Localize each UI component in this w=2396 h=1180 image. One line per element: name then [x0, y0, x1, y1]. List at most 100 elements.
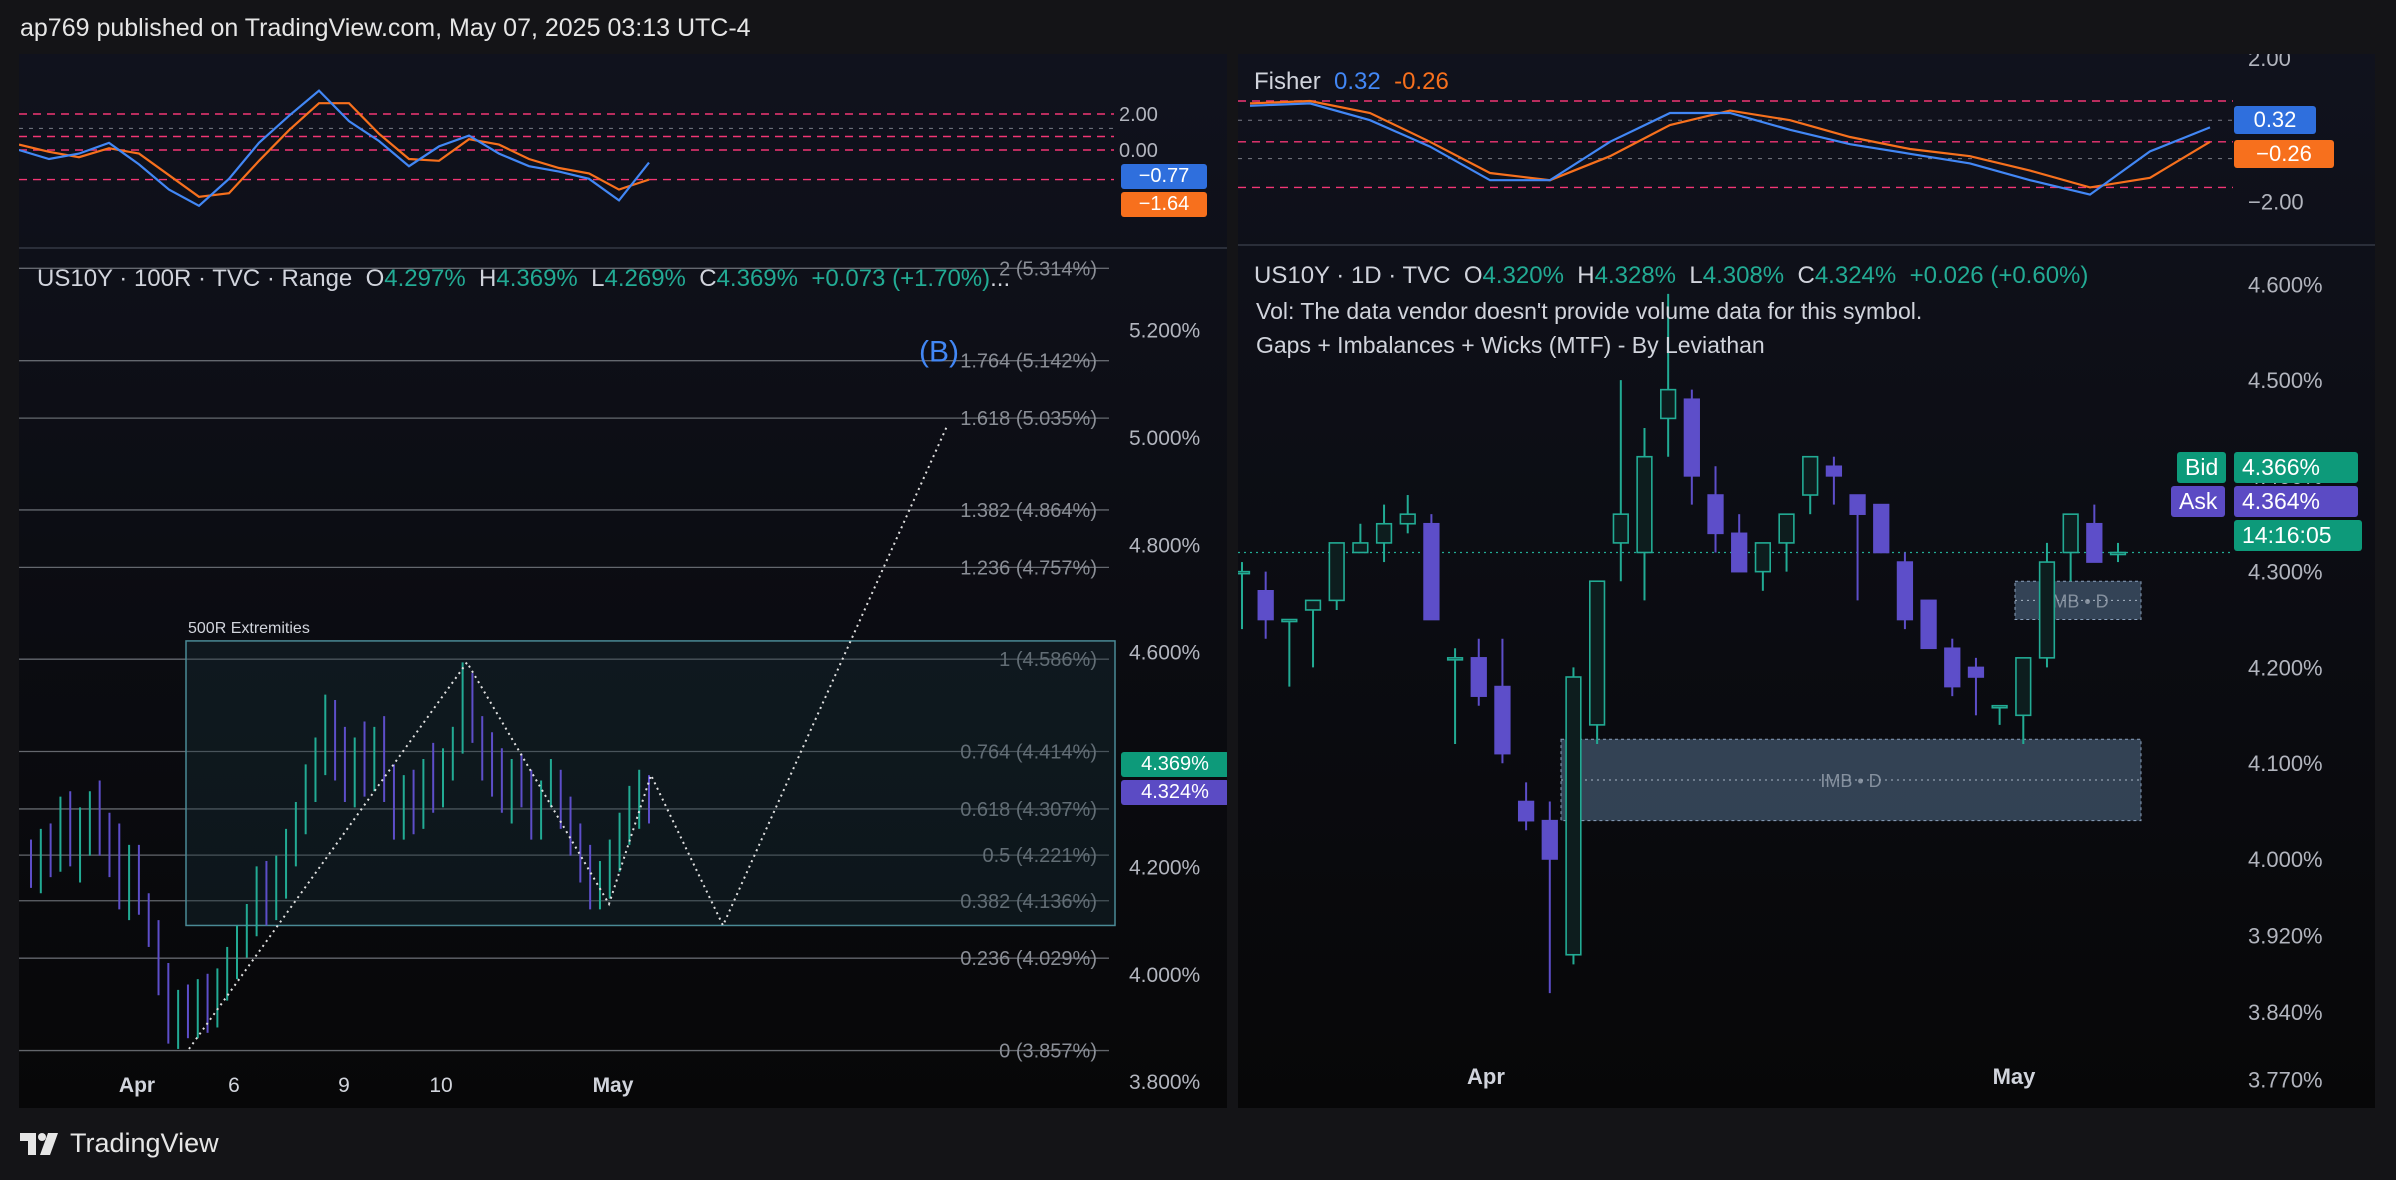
- candle-body: [1399, 513, 1416, 525]
- fib-level-label: 0.764 (4.414%): [960, 742, 1097, 764]
- candle-body: [1849, 494, 1866, 515]
- left-o-label: O: [365, 265, 385, 292]
- footer-brand[interactable]: TradingView: [20, 1128, 219, 1159]
- left-c-label: C: [699, 265, 717, 292]
- bid-label: Bid: [2177, 452, 2227, 483]
- candle-body: [1494, 685, 1511, 755]
- left-h-label: H: [479, 265, 497, 292]
- candle-body: [2109, 551, 2127, 556]
- right-high: 4.328%: [1594, 262, 1677, 289]
- candle-body: [1257, 589, 1274, 621]
- x-tick-label: Apr: [1467, 1064, 1505, 1089]
- x-tick-label: 9: [338, 1074, 350, 1097]
- indicator-name[interactable]: Gaps + Imbalances + Wicks (MTF) - By Lev…: [1256, 332, 1765, 358]
- left-l-label: L: [591, 265, 605, 292]
- right-close: 4.324%: [1814, 262, 1897, 289]
- imbalance-label: IMB • D: [1820, 771, 1881, 791]
- right-chart-panel[interactable]: 2.00 −2.00 Fisher 0.32 -0.26 0.32 −0.26 3…: [1238, 54, 2375, 1108]
- y-tick-label: 3.840%: [2248, 1000, 2323, 1025]
- fisher-trigger-line: [19, 102, 650, 198]
- ask-label: Ask: [2171, 486, 2226, 517]
- pattern-point-label: (B): [919, 336, 959, 369]
- extremities-label: 500R Extremities: [188, 620, 310, 637]
- left-change: +0.073 (+1.70%): [811, 265, 991, 292]
- left-last-price-tag: 4.369%: [1121, 752, 1227, 777]
- fib-level-label: 1.764 (5.142%): [960, 351, 1097, 373]
- candle-body: [1920, 599, 1937, 650]
- right-trigger-value-tag: −0.26: [2234, 140, 2334, 168]
- fisher-axis-label: 2.00: [1119, 104, 1158, 126]
- fib-level-label: 0.236 (4.029%): [960, 948, 1097, 970]
- right-change: +0.026 (+0.60%): [1909, 262, 2089, 289]
- candle-body: [1707, 494, 1724, 535]
- fib-level-label: 1.618 (5.035%): [960, 408, 1097, 430]
- fisher-axis-label: −2.00: [2248, 189, 2304, 214]
- candle-body: [1565, 676, 1582, 956]
- y-tick-label: 5.200%: [1129, 320, 1200, 343]
- left-chart-panel[interactable]: 2.00 0.00 −0.77 −1.64 3.800% 4.000% 4.200% 4…: [19, 54, 1227, 1108]
- legend-more[interactable]: ...: [990, 265, 1011, 292]
- extremities-box: [185, 640, 1116, 927]
- imbalance-label: IMB • D: [2047, 591, 2108, 611]
- candle-body: [1541, 819, 1558, 860]
- right-fisher-pane[interactable]: 2.00 −2.00 Fisher 0.32 -0.26 0.32 −0.26: [1238, 54, 2375, 244]
- abcd-projection-line: [188, 425, 948, 1050]
- candle-body: [1991, 704, 2008, 709]
- candle-body: [1588, 580, 1606, 726]
- right-o-label: O: [1463, 262, 1483, 289]
- bar-countdown: 14:16:05: [2234, 520, 2362, 551]
- fib-level-label: 0.382 (4.136%): [960, 891, 1097, 913]
- y-tick-label: 3.770%: [2248, 1067, 2323, 1092]
- fib-level-label: 2 (5.314%): [999, 258, 1097, 280]
- candle-body: [2015, 657, 2032, 717]
- x-tick-label: 6: [228, 1074, 240, 1097]
- candle-body: [1238, 570, 1251, 575]
- y-tick-label: 4.500%: [2248, 368, 2323, 393]
- right-price-plot: 3.770% 3.840% 3.920% 4.000% 4.100% 4.200% 4.30…: [1238, 272, 2323, 1092]
- x-tick-label: 10: [429, 1074, 452, 1097]
- y-tick-label: 4.000%: [1129, 964, 1200, 987]
- candle-body: [1967, 666, 1985, 678]
- candle-body: [1612, 513, 1629, 544]
- brand-name: TradingView: [70, 1128, 219, 1158]
- fisher-trigger-line: [1249, 99, 2211, 189]
- candle-body: [2038, 561, 2056, 659]
- right-c-label: C: [1797, 262, 1815, 289]
- pane-separator: [1238, 244, 2375, 246]
- right-fisher-plot: 2.00 −2.00: [1238, 54, 2304, 214]
- candle-body: [1304, 599, 1322, 611]
- x-tick-label: Apr: [119, 1074, 155, 1097]
- fib-level-label: 0.5 (4.221%): [982, 845, 1097, 867]
- left-fisher-plot: 2.00 0.00: [19, 89, 1158, 208]
- candle-body: [1731, 532, 1748, 573]
- left-fisher-value-tag: −0.77: [1121, 164, 1207, 189]
- left-symbol: US10Y · 100R · TVC · Range: [37, 265, 353, 292]
- candle-body: [1660, 388, 1677, 420]
- candle-body: [1944, 647, 1961, 688]
- candle-body: [1636, 455, 1653, 554]
- pane-separator: [19, 247, 1227, 249]
- left-price-plot: 3.800%4.000%4.200%4.400%4.600%4.800%5.00…: [19, 258, 1200, 1097]
- y-tick-label: 3.920%: [2248, 924, 2323, 949]
- candle-body: [1896, 561, 1914, 621]
- fib-level-label: 0.618 (4.307%): [960, 799, 1097, 821]
- left-open: 4.297%: [384, 265, 466, 292]
- right-fisher-value-tag: 0.32: [2234, 106, 2316, 134]
- fisher-name: Fisher: [1254, 68, 1321, 95]
- left-low: 4.269%: [604, 265, 686, 292]
- fisher-axis-label: 0.00: [1119, 140, 1158, 162]
- left-price-pane[interactable]: 3.800%4.000%4.200%4.400%4.600%4.800%5.00…: [19, 249, 1227, 1108]
- fisher-value: 0.32: [1334, 68, 1381, 95]
- left-close: 4.369%: [716, 265, 798, 292]
- left-fisher-pane[interactable]: 2.00 0.00 −0.77 −1.64: [19, 54, 1227, 247]
- candle-body: [1281, 618, 1298, 623]
- fib-level-label: 0 (3.857%): [999, 1041, 1097, 1063]
- x-tick-label: May: [1993, 1064, 2037, 1089]
- right-price-pane[interactable]: 3.770% 3.840% 3.920% 4.000% 4.100% 4.200% 4.30…: [1238, 246, 2375, 1108]
- trigger-value: -0.26: [1394, 68, 1449, 95]
- candle-body: [1825, 465, 1843, 477]
- candle-body: [1423, 522, 1440, 621]
- y-tick-label: 4.600%: [1129, 642, 1200, 665]
- fib-level-label: 1.236 (4.757%): [960, 557, 1097, 579]
- candle-body: [1778, 513, 1795, 544]
